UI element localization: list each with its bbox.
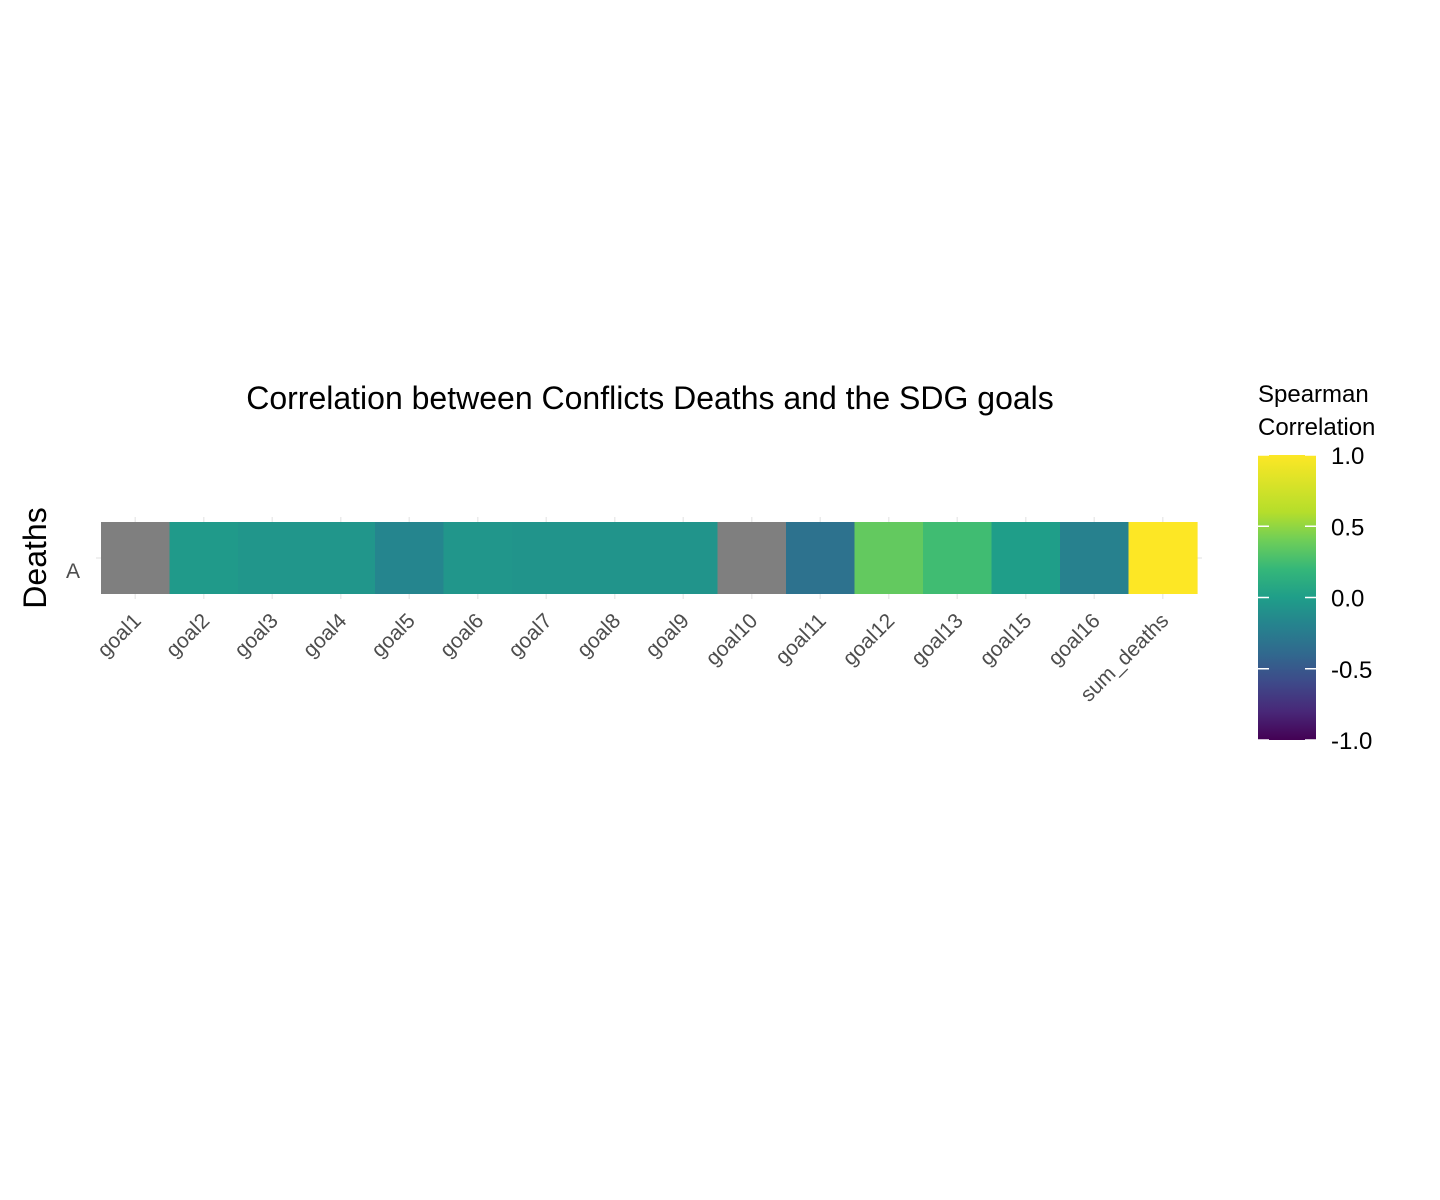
chart-title: Correlation between Conflicts Deaths and… [246,380,1054,416]
heatmap-cell-goal12 [854,522,924,594]
heatmap-cell-goal15 [991,522,1061,594]
x-tick-label: goal1 [93,609,146,662]
legend-tick-label: -0.5 [1331,657,1372,684]
legend-title-line2: Correlation [1258,414,1375,441]
heatmap-cell-goal2 [169,522,239,594]
legend-tick-label: 0.0 [1331,586,1364,613]
heatmap-cell-goal8 [580,522,650,594]
heatmap-cell-goal3 [238,522,308,594]
heatmap-cell-goal5 [375,522,445,594]
x-tick-label: goal11 [771,609,831,669]
x-tick-label: goal9 [641,609,694,662]
y-axis-label: Deaths [17,507,53,608]
heatmap-cell-goal16 [1060,522,1130,594]
legend: Spearman Correlation 1.0 0.5 0.0 -0.5 -1.0 [1258,381,1375,755]
heatmap-cell-goal1 [101,522,171,594]
x-tick-label: goal6 [436,609,489,662]
heatmap-cell-goal4 [306,522,376,594]
heatmap-cell-goal6 [443,522,513,594]
heatmap-cell-goal13 [923,522,993,594]
x-tick-labels: goal1 goal2 goal3 goal4 goal5 goal6 goal7 goal8… [93,609,1173,706]
x-tick-label: goal10 [701,609,762,670]
x-tick-label: goal3 [230,609,283,662]
x-tick-label: goal8 [573,609,626,662]
x-tick-label: goal12 [838,609,899,670]
heatmap-cell-goal7 [512,522,582,594]
heatmap-cell-goal11 [786,522,856,594]
y-tick-label: A [66,560,80,583]
legend-ticks: 1.0 0.5 0.0 -0.5 -1.0 [1258,443,1372,755]
x-tick-label: goal16 [1044,609,1105,670]
heatmap-cells [101,522,1198,594]
x-tick-label: goal4 [299,609,352,662]
legend-tick-label: 0.5 [1331,514,1364,541]
x-tick-label: goal13 [907,609,968,670]
heatmap-cell-sum_deaths [1128,522,1198,594]
y-tick-labels: A [66,560,80,583]
x-tick-label: goal15 [975,609,1036,670]
x-tick-label: goal7 [504,609,557,662]
x-tick-label: goal2 [162,609,215,662]
x-tick-label: goal5 [367,609,420,662]
heatmap-cell-goal10 [717,522,787,594]
heatmap-cell-goal9 [649,522,719,594]
legend-tick-label: -1.0 [1331,728,1372,755]
legend-title-line1: Spearman [1258,381,1369,408]
legend-tick-label: 1.0 [1331,443,1364,470]
